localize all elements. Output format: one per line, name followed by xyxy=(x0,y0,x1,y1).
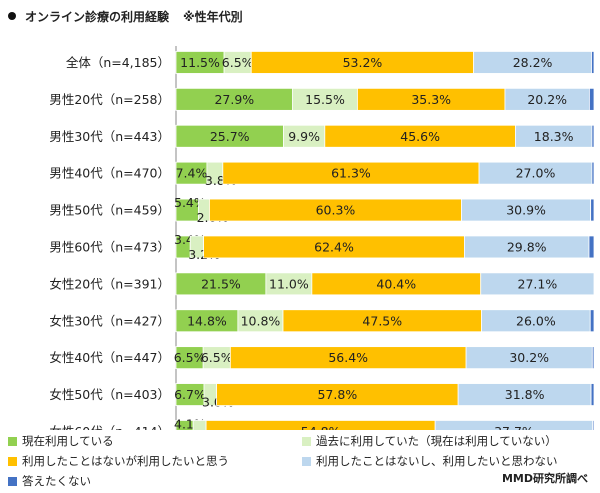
data-label: 25.7% xyxy=(210,129,250,144)
bar-segment xyxy=(589,309,595,333)
data-label: 5.4% xyxy=(174,195,206,210)
bar-segment xyxy=(591,124,595,148)
legend-label: 過去に利用していた（現在は利用していない） xyxy=(316,434,557,448)
data-label: 6.7% xyxy=(174,387,206,402)
bar-segment xyxy=(434,420,594,430)
legend-item: 現在利用している xyxy=(8,433,114,449)
data-label: 30.9% xyxy=(506,203,546,218)
source-note: MMD研究所調べ xyxy=(501,472,588,485)
legend-label: 答えたくない xyxy=(22,474,91,488)
data-label: 29.8% xyxy=(507,239,547,254)
data-label: 28.2% xyxy=(513,55,553,70)
data-label: 53.2% xyxy=(343,55,383,70)
bar-segment xyxy=(588,235,595,259)
legend-label: 利用したことはないし、利用したいと思わない xyxy=(316,454,558,468)
category-label: 男性30代（n=443） xyxy=(49,129,170,144)
bullet-icon xyxy=(8,12,16,20)
category-label: 男性40代（n=470） xyxy=(49,166,170,181)
data-label: 31.8% xyxy=(505,387,545,402)
data-label: 9.9% xyxy=(288,129,320,144)
data-label: 21.5% xyxy=(201,276,241,291)
bar-segment xyxy=(591,346,595,370)
data-label: 27.9% xyxy=(214,92,254,107)
data-label: 40.4% xyxy=(376,276,416,291)
data-label: 45.6% xyxy=(400,129,440,144)
bar-segment xyxy=(175,420,194,430)
legend-item: 利用したことはないし、利用したいと思わない xyxy=(302,453,558,469)
data-label: 37.7% xyxy=(494,424,534,430)
data-label: 6.5% xyxy=(222,55,254,70)
category-label: 男性50代（n=459） xyxy=(49,203,170,218)
bar-segment xyxy=(590,198,595,222)
data-label: 61.3% xyxy=(331,166,371,181)
data-label: 6.5% xyxy=(201,350,233,365)
bar-segment xyxy=(205,420,436,430)
data-label: 7.4% xyxy=(176,166,208,181)
data-label: 18.3% xyxy=(534,129,574,144)
category-label: 女性50代（n=403） xyxy=(49,387,170,402)
category-label: 女性20代（n=391） xyxy=(49,276,170,291)
bar-segment xyxy=(591,161,595,185)
category-label: 男性60代（n=473） xyxy=(49,239,170,254)
legend-swatch xyxy=(8,477,17,486)
data-label: 11.0% xyxy=(269,276,309,291)
category-label: 女性60代（n=414） xyxy=(49,424,170,430)
data-label: 62.4% xyxy=(314,239,354,254)
data-label: 14.8% xyxy=(187,313,227,328)
legend-swatch xyxy=(302,457,311,466)
data-label: 35.3% xyxy=(411,92,451,107)
legend-item: 過去に利用していた（現在は利用していない） xyxy=(302,433,557,449)
category-label: 全体（n=4,185） xyxy=(66,55,170,70)
legend-swatch xyxy=(302,437,311,446)
data-label: 11.5% xyxy=(180,55,220,70)
data-label: 27.1% xyxy=(518,276,558,291)
category-label: 女性30代（n=427） xyxy=(49,313,170,328)
data-label: 10.8% xyxy=(241,313,281,328)
legend-item: 利用したことはないが利用したいと思う xyxy=(8,453,229,469)
data-label: 47.5% xyxy=(362,313,402,328)
legend-swatch xyxy=(8,457,17,466)
bar-segment xyxy=(589,87,595,111)
bar-segment xyxy=(591,51,595,74)
data-label: 6.5% xyxy=(174,350,206,365)
data-label: 20.2% xyxy=(527,92,567,107)
legend-item: 答えたくない xyxy=(8,473,91,489)
chart-title: オンライン診療の利用経験 ※性年代別 xyxy=(8,8,243,25)
bar-segment xyxy=(480,272,595,296)
category-label: 女性40代（n=447） xyxy=(49,350,170,365)
bar-segment xyxy=(592,420,595,430)
chart-subtitle: ※性年代別 xyxy=(183,10,243,24)
legend-label: 現在利用している xyxy=(22,434,114,448)
bar-segment xyxy=(590,383,595,406)
stacked-bar-chart: 全体（n=4,185） 11.5% 6.5% 53.2% 28.2%男性20代（n=25… xyxy=(49,46,595,430)
title-text: オンライン診療の利用経験 xyxy=(25,10,170,24)
bar-segment xyxy=(192,420,207,430)
category-label: 男性20代（n=258） xyxy=(49,92,170,107)
data-label: 54.8% xyxy=(301,424,341,430)
legend-label: 利用したことはないが利用したいと思う xyxy=(22,454,229,468)
legend-swatch xyxy=(8,437,17,446)
data-label: 30.2% xyxy=(509,350,549,365)
data-label: 56.4% xyxy=(328,350,368,365)
data-label: 15.5% xyxy=(305,92,345,107)
data-label: 26.0% xyxy=(516,313,556,328)
data-label: 60.3% xyxy=(316,203,356,218)
data-label: 27.0% xyxy=(516,166,556,181)
data-label: 57.8% xyxy=(317,387,357,402)
